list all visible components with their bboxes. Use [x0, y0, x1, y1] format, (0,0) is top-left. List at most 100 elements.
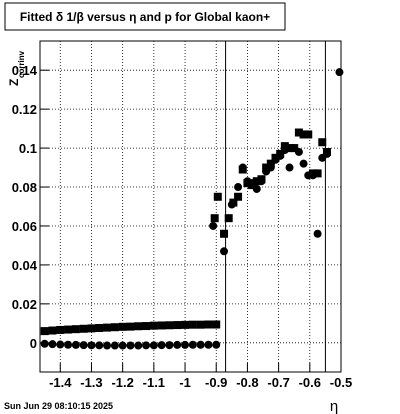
circle-marker	[56, 340, 65, 349]
circle-marker	[103, 341, 112, 350]
circle-marker	[313, 229, 322, 238]
y-axis-label-sub: corrinv	[17, 50, 26, 78]
square-marker	[64, 325, 73, 334]
circle-marker	[126, 341, 135, 350]
circle-marker	[220, 247, 229, 256]
y-axis-label-main: Z	[7, 79, 21, 86]
square-marker	[165, 321, 174, 330]
circle-marker	[181, 340, 190, 349]
square-marker	[181, 320, 190, 329]
y-tick-label: 0.06	[12, 219, 37, 234]
square-marker	[196, 320, 205, 329]
circle-marker	[248, 179, 257, 188]
circle-marker	[71, 340, 80, 349]
square-marker	[142, 322, 151, 331]
square-marker	[220, 229, 229, 238]
x-tick-label: -0.7	[267, 375, 289, 390]
circle-marker	[227, 200, 236, 209]
circle-marker	[165, 341, 174, 350]
x-tick-label: -1.1	[143, 375, 165, 390]
square-marker	[79, 324, 88, 333]
x-tick-label: -0.6	[299, 375, 321, 390]
square-marker	[204, 320, 213, 329]
circle-marker	[157, 341, 166, 350]
square-marker	[212, 320, 221, 329]
circle-marker	[79, 341, 88, 350]
y-tick-label: 0	[30, 336, 37, 351]
y-axis-label: Z corrinv	[7, 50, 26, 86]
y-tick-label: 0.08	[12, 180, 37, 195]
x-axis-label: η	[330, 398, 338, 414]
square-marker	[304, 130, 313, 139]
square-marker	[299, 130, 308, 139]
circle-marker	[149, 341, 158, 350]
square-marker	[95, 323, 104, 332]
square-marker	[56, 325, 65, 334]
square-marker	[103, 323, 112, 332]
x-tick-label: -0.5	[330, 375, 352, 390]
circle-marker	[173, 340, 182, 349]
title-box	[4, 2, 286, 31]
x-tick-label: -1.3	[80, 375, 102, 390]
circle-marker	[134, 341, 143, 350]
circle-marker	[110, 341, 119, 350]
square-marker	[213, 192, 222, 201]
circle-marker	[322, 149, 331, 158]
x-tick-label: -1	[179, 375, 191, 390]
square-marker	[149, 321, 158, 330]
circle-marker	[238, 163, 247, 172]
circle-marker	[294, 147, 303, 156]
x-tick-label: -1.4	[49, 375, 72, 390]
x-tick-label: -0.8	[236, 375, 258, 390]
square-marker	[134, 322, 143, 331]
circle-marker	[204, 340, 213, 349]
square-marker	[294, 128, 303, 137]
y-tick-label: 0.1	[19, 141, 37, 156]
circle-marker	[142, 341, 151, 350]
circle-marker	[212, 340, 221, 349]
circle-marker	[257, 177, 266, 186]
square-marker	[48, 326, 57, 335]
circle-marker	[252, 184, 261, 193]
circle-marker	[335, 68, 344, 77]
x-tick-label: -1.2	[111, 375, 133, 390]
circle-marker	[276, 151, 285, 160]
circle-marker	[266, 163, 275, 172]
circle-marker	[118, 341, 127, 350]
circle-marker	[234, 183, 243, 192]
circle-marker	[40, 339, 49, 348]
chart-title: Fitted δ 1/β versus η and p for Global k…	[20, 10, 270, 24]
circle-marker	[188, 340, 197, 349]
square-marker	[313, 169, 322, 178]
square-marker	[110, 323, 119, 332]
circle-marker	[87, 341, 96, 350]
square-marker	[285, 144, 294, 153]
x-tick-label: -0.9	[205, 375, 227, 390]
square-marker	[210, 214, 219, 223]
circle-marker	[95, 341, 104, 350]
square-marker	[71, 325, 80, 334]
circle-marker	[209, 221, 218, 230]
square-marker	[234, 192, 243, 201]
square-marker	[188, 320, 197, 329]
circle-marker	[48, 340, 57, 349]
square-marker	[173, 321, 182, 330]
circle-marker	[308, 171, 317, 180]
square-marker	[126, 322, 135, 331]
y-tick-label: 0.02	[12, 297, 37, 312]
footer: Sun Jun 29 08:10:15 2025	[4, 401, 113, 411]
square-marker	[118, 322, 127, 331]
square-marker	[40, 327, 49, 336]
circle-marker	[285, 163, 294, 172]
square-marker	[157, 321, 166, 330]
y-tick-label: 0.04	[12, 258, 38, 273]
circle-marker	[64, 340, 73, 349]
square-marker	[224, 214, 233, 223]
circle-marker	[196, 340, 205, 349]
circle-marker	[280, 146, 289, 155]
y-tick-label: 0.12	[12, 102, 37, 117]
circle-marker	[299, 159, 308, 168]
square-marker	[87, 324, 96, 333]
square-marker	[318, 138, 327, 147]
